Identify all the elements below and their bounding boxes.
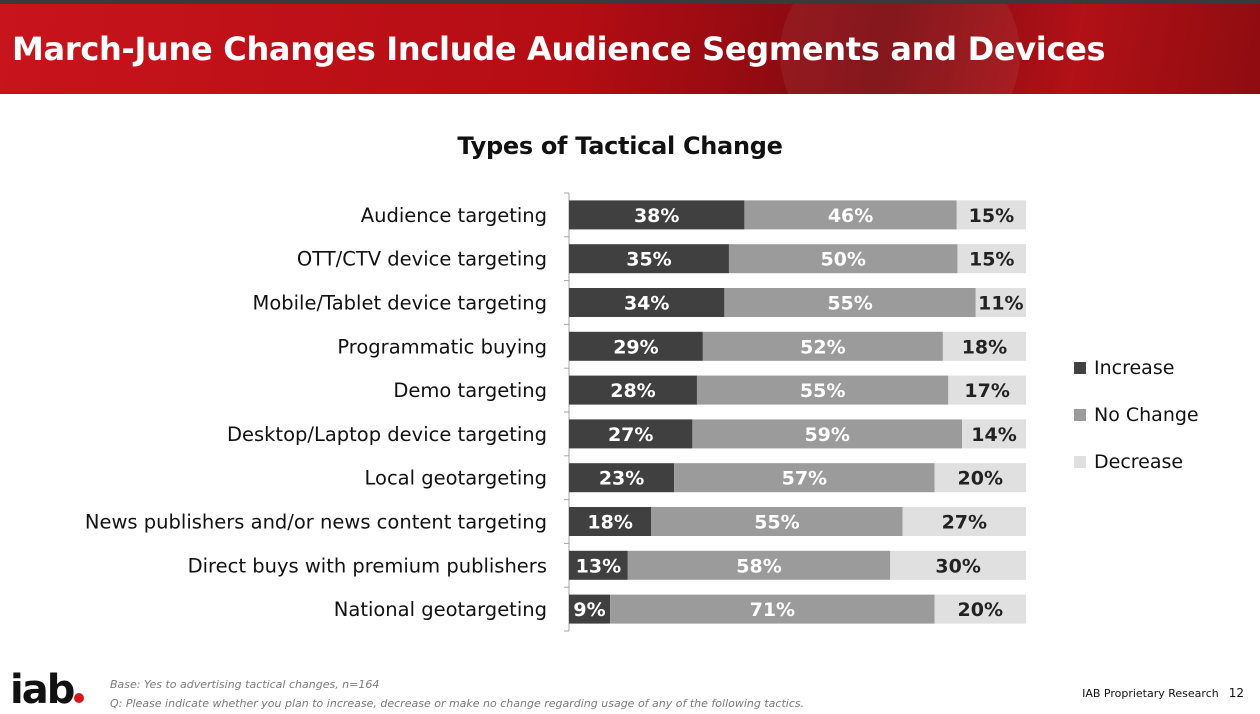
data-label-increase-local-geotargeting: 23% bbox=[599, 468, 644, 490]
footer-right: IAB Proprietary Research 12 bbox=[1082, 686, 1244, 700]
data-label-no-change-national-geotargeting: 71% bbox=[750, 599, 795, 621]
bar-no-change-programmatic-buying bbox=[702, 331, 943, 361]
data-label-increase-audience-targeting: 38% bbox=[634, 205, 679, 227]
bar-decrease-ott-ctv-device-targeting bbox=[957, 244, 1026, 274]
data-label-decrease-demo-targeting: 17% bbox=[964, 380, 1009, 402]
category-label-ott-ctv-device-targeting: OTT/CTV device targeting bbox=[297, 248, 547, 271]
data-label-no-change-desktop-laptop-device-targeting: 59% bbox=[804, 424, 849, 446]
logo-dot-icon bbox=[74, 693, 85, 703]
top-strip bbox=[0, 0, 1260, 4]
data-label-increase-ott-ctv-device-targeting: 35% bbox=[626, 249, 671, 271]
bar-no-change-mobile-tablet-device-targeting bbox=[724, 288, 976, 317]
bar-no-change-ott-ctv-device-targeting bbox=[728, 244, 958, 274]
category-label-demo-targeting: Demo targeting bbox=[393, 379, 547, 402]
data-label-increase-direct-buys-with-premium-publishers: 13% bbox=[576, 555, 621, 577]
data-label-decrease-mobile-tablet-device-targeting: 11% bbox=[978, 293, 1023, 315]
bar-increase-ott-ctv-device-targeting bbox=[569, 244, 729, 274]
bar-no-change-direct-buys-with-premium-publishers bbox=[627, 550, 891, 580]
data-label-decrease-ott-ctv-device-targeting: 15% bbox=[969, 249, 1014, 271]
title-banner: March-June Changes Include Audience Segm… bbox=[0, 4, 1260, 94]
bar-increase-news-publishers-and-or-news-content-targeting bbox=[569, 507, 652, 536]
data-label-no-change-audience-targeting: 46% bbox=[828, 205, 873, 227]
bar-no-change-audience-targeting bbox=[744, 200, 957, 230]
legend-swatch-increase bbox=[1074, 361, 1086, 374]
data-label-no-change-news-publishers-and-or-news-content-targeting: 55% bbox=[754, 512, 799, 534]
bar-decrease-national-geotargeting bbox=[934, 594, 1026, 624]
bar-no-change-local-geotargeting bbox=[674, 463, 935, 493]
data-label-increase-news-publishers-and-or-news-content-targeting: 18% bbox=[587, 512, 632, 534]
bar-decrease-desktop-laptop-device-targeting bbox=[962, 419, 1026, 449]
iab-logo: iab bbox=[10, 666, 85, 714]
bar-increase-desktop-laptop-device-targeting bbox=[569, 419, 693, 449]
data-label-no-change-ott-ctv-device-targeting: 50% bbox=[820, 249, 865, 271]
bar-no-change-news-publishers-and-or-news-content-targeting bbox=[651, 507, 903, 536]
legend-swatch-no-change bbox=[1074, 408, 1086, 421]
bar-decrease-mobile-tablet-device-targeting bbox=[975, 288, 1026, 317]
legend-item-decrease: Decrease bbox=[1074, 438, 1199, 485]
legend-label-increase: Increase bbox=[1094, 356, 1175, 379]
bar-increase-national-geotargeting bbox=[569, 594, 611, 624]
bar-decrease-programmatic-buying bbox=[942, 331, 1026, 361]
bar-increase-local-geotargeting bbox=[569, 463, 675, 493]
bar-increase-audience-targeting bbox=[569, 200, 745, 230]
data-label-increase-desktop-laptop-device-targeting: 27% bbox=[608, 424, 653, 446]
data-label-decrease-desktop-laptop-device-targeting: 14% bbox=[971, 424, 1016, 446]
bar-decrease-local-geotargeting bbox=[934, 463, 1026, 493]
bar-no-change-desktop-laptop-device-targeting bbox=[692, 419, 963, 449]
legend-item-no-change: No Change bbox=[1074, 391, 1199, 438]
category-label-mobile-tablet-device-targeting: Mobile/Tablet device targeting bbox=[253, 292, 548, 315]
data-label-increase-mobile-tablet-device-targeting: 34% bbox=[624, 293, 669, 315]
data-label-decrease-programmatic-buying: 18% bbox=[962, 336, 1007, 358]
chart-legend: Increase No Change Decrease bbox=[1074, 344, 1199, 485]
data-label-no-change-local-geotargeting: 57% bbox=[782, 468, 827, 490]
data-label-increase-national-geotargeting: 9% bbox=[573, 599, 605, 621]
category-label-local-geotargeting: Local geotargeting bbox=[365, 467, 548, 490]
category-label-audience-targeting: Audience targeting bbox=[361, 204, 547, 227]
data-label-no-change-direct-buys-with-premium-publishers: 58% bbox=[736, 555, 781, 577]
legend-label-no-change: No Change bbox=[1094, 403, 1199, 426]
bar-increase-demo-targeting bbox=[569, 375, 697, 405]
data-label-decrease-direct-buys-with-premium-publishers: 30% bbox=[935, 555, 980, 577]
chart-title: Types of Tactical Change bbox=[457, 132, 783, 160]
bar-decrease-demo-targeting bbox=[948, 375, 1026, 405]
legend-swatch-decrease bbox=[1074, 455, 1086, 468]
bar-decrease-direct-buys-with-premium-publishers bbox=[890, 550, 1026, 580]
legend-label-decrease: Decrease bbox=[1094, 450, 1184, 473]
data-label-decrease-audience-targeting: 15% bbox=[969, 205, 1014, 227]
data-label-increase-demo-targeting: 28% bbox=[610, 380, 655, 402]
data-label-no-change-demo-targeting: 55% bbox=[800, 380, 845, 402]
category-label-programmatic-buying: Programmatic buying bbox=[337, 335, 547, 358]
data-label-no-change-mobile-tablet-device-targeting: 55% bbox=[827, 293, 872, 315]
footer-label: IAB Proprietary Research bbox=[1082, 687, 1219, 700]
category-label-direct-buys-with-premium-publishers: Direct buys with premium publishers bbox=[188, 554, 547, 577]
bar-increase-mobile-tablet-device-targeting bbox=[569, 288, 725, 317]
legend-item-increase: Increase bbox=[1074, 344, 1199, 391]
data-label-increase-programmatic-buying: 29% bbox=[613, 336, 658, 358]
data-label-decrease-news-publishers-and-or-news-content-targeting: 27% bbox=[942, 512, 987, 534]
footnote-base: Base: Yes to advertising tactical change… bbox=[110, 678, 380, 691]
logo-text: iab bbox=[10, 667, 75, 713]
bar-no-change-national-geotargeting bbox=[610, 594, 935, 624]
category-label-national-geotargeting: National geotargeting bbox=[334, 598, 547, 621]
bar-no-change-demo-targeting bbox=[696, 375, 949, 405]
category-label-news-publishers-and-or-news-content-targeting: News publishers and/or news content targ… bbox=[85, 511, 547, 534]
bar-increase-programmatic-buying bbox=[569, 331, 703, 361]
data-label-decrease-national-geotargeting: 20% bbox=[958, 599, 1003, 621]
data-label-decrease-local-geotargeting: 20% bbox=[958, 468, 1003, 490]
bar-decrease-news-publishers-and-or-news-content-targeting bbox=[902, 507, 1026, 536]
category-label-desktop-laptop-device-targeting: Desktop/Laptop device targeting bbox=[227, 423, 547, 446]
page-number: 12 bbox=[1228, 686, 1244, 700]
bar-decrease-audience-targeting bbox=[956, 200, 1026, 230]
footnote-question: Q: Please indicate whether you plan to i… bbox=[110, 697, 805, 710]
data-label-no-change-programmatic-buying: 52% bbox=[800, 336, 845, 358]
bar-increase-direct-buys-with-premium-publishers bbox=[569, 550, 628, 580]
